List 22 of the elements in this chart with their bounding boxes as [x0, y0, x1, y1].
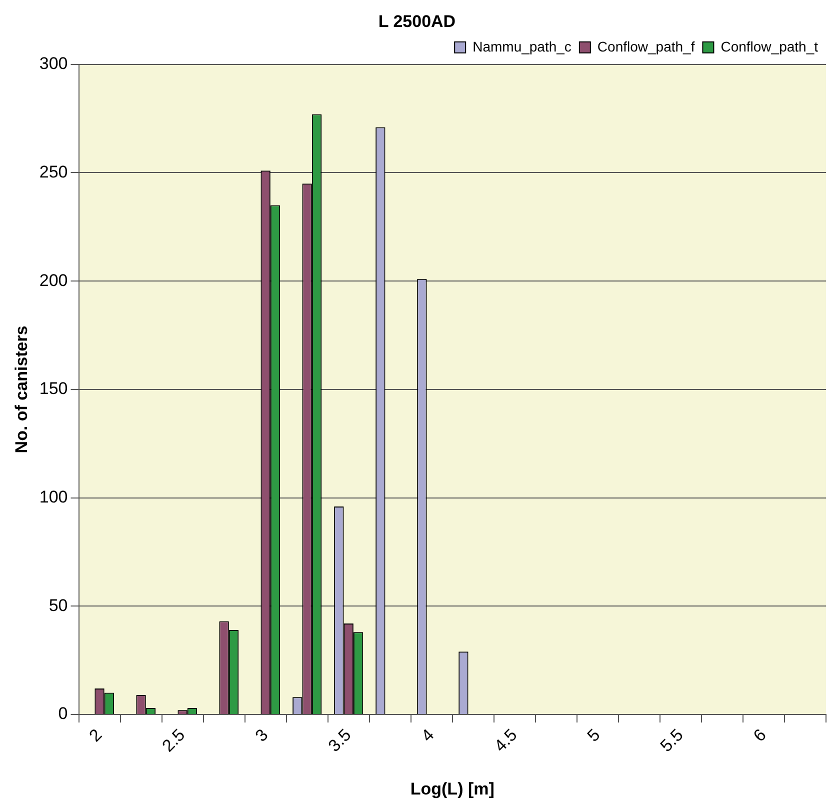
- y-tick-label: 250: [39, 162, 68, 182]
- x-tick-label: 3: [252, 725, 272, 746]
- x-tick-label: 2: [86, 725, 106, 746]
- y-tick-label: 200: [39, 270, 68, 290]
- x-tick-label: 2.5: [158, 725, 189, 756]
- x-tick-label: 4.5: [490, 725, 521, 756]
- legend-label: Conflow_path_t: [720, 38, 818, 54]
- y-tick-label: 300: [39, 54, 68, 74]
- x-tick-label: 6: [750, 725, 770, 746]
- x-tick-label: 5: [584, 725, 604, 746]
- y-axis-title: No. of canisters: [12, 326, 31, 454]
- x-axis-title: Log(L) [m]: [410, 779, 494, 798]
- x-tick-label: 3.5: [324, 725, 355, 756]
- y-tick-label: 0: [58, 704, 68, 724]
- y-tick-label: 150: [39, 379, 68, 398]
- x-tick-label: 5.5: [656, 725, 687, 756]
- y-tick-label: 50: [48, 596, 68, 615]
- legend-label: Nammu_path_c: [472, 38, 572, 54]
- x-tick-label: 4: [418, 725, 438, 746]
- chart-title: L 2500AD: [378, 12, 456, 31]
- legend-label: Conflow_path_f: [597, 38, 695, 54]
- y-tick-label: 100: [39, 487, 68, 506]
